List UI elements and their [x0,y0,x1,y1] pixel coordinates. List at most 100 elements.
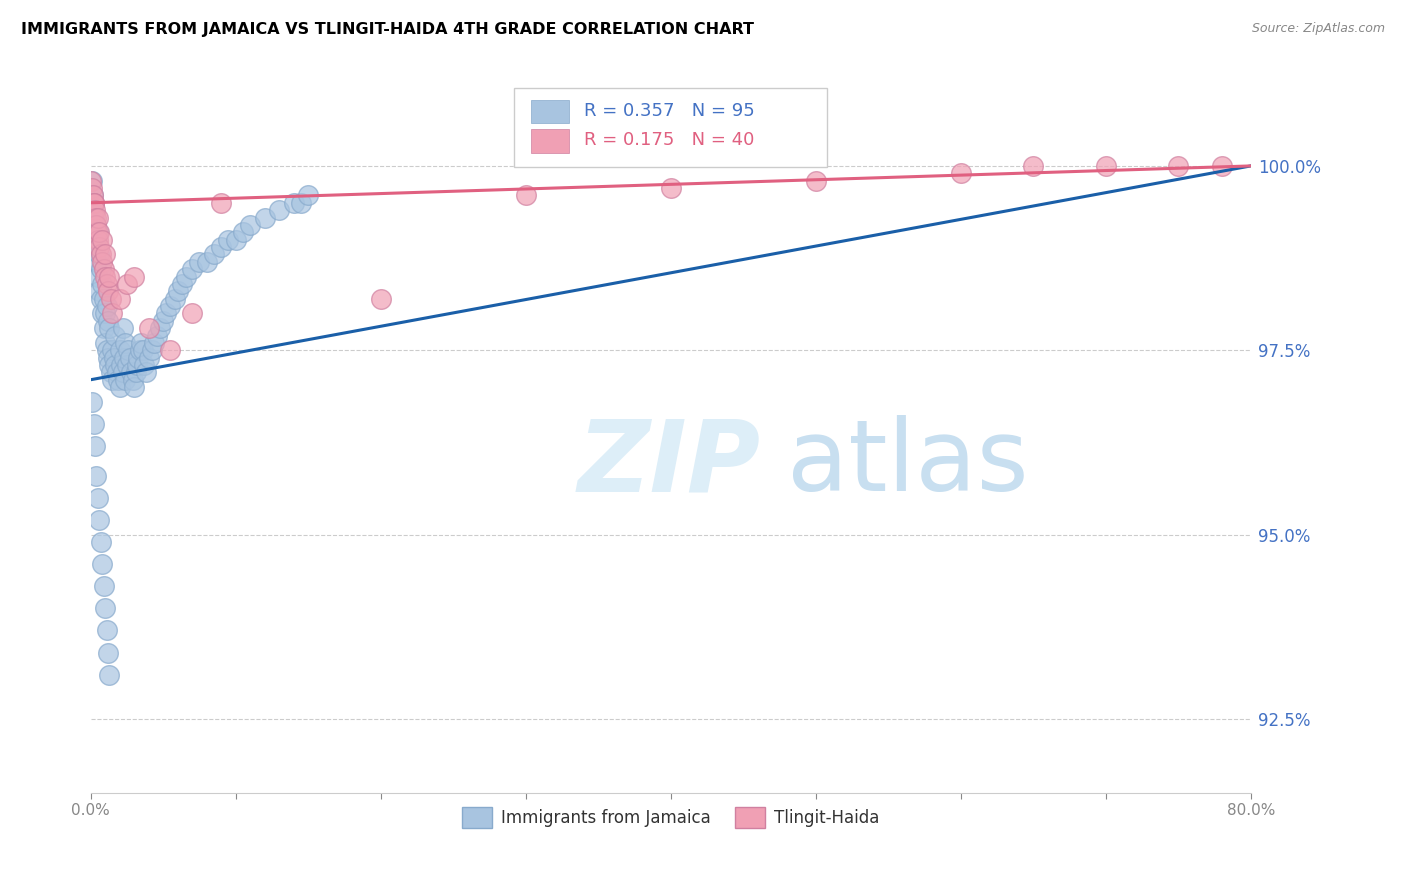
Point [149,321,172,335]
Point [114,335,136,350]
Point [108,380,131,394]
Point [111,365,134,379]
Point [90,247,112,261]
Point [84,218,107,232]
Point [84,439,107,453]
Point [269,203,291,218]
Point [91,557,114,571]
Point [104,358,127,372]
Point [111,321,134,335]
Point [122,269,145,284]
Point [1022,159,1045,173]
Point [84,211,107,225]
Point [80,395,103,409]
Point [1167,159,1189,173]
Point [195,254,218,268]
Point [121,373,143,387]
Point [98,358,121,372]
Point [93,579,115,593]
Point [93,262,115,277]
Point [94,601,117,615]
Point [515,188,537,202]
FancyBboxPatch shape [531,129,568,153]
Legend: Immigrants from Jamaica, Tlingit-Haida: Immigrants from Jamaica, Tlingit-Haida [456,801,886,834]
Point [90,262,112,277]
Point [159,299,181,313]
Point [87,491,110,505]
Point [86,225,108,239]
Point [98,269,121,284]
Point [176,269,198,284]
Point [96,343,118,358]
Point [83,417,105,431]
Point [217,233,239,247]
Point [127,351,149,365]
Text: R = 0.175   N = 40: R = 0.175 N = 40 [583,131,754,149]
Point [89,247,111,261]
Point [87,269,110,284]
Point [97,646,120,660]
Point [141,343,163,358]
Text: ZIP: ZIP [578,415,761,512]
Point [129,343,152,358]
Point [100,292,122,306]
Point [135,365,157,379]
Point [122,380,145,394]
Point [89,285,111,299]
Point [188,254,211,268]
Point [1211,159,1233,173]
Point [209,195,232,210]
Point [155,306,177,320]
Point [105,365,128,379]
Point [82,188,104,202]
Point [89,240,111,254]
Text: R = 0.357   N = 95: R = 0.357 N = 95 [583,102,755,120]
Point [86,240,108,254]
Point [97,285,120,299]
Point [118,351,141,365]
Point [86,218,108,232]
Point [91,277,114,291]
Point [108,292,131,306]
Point [131,335,153,350]
Point [96,299,118,313]
Point [80,174,103,188]
Point [202,247,225,261]
Point [159,343,181,358]
Point [115,277,138,291]
Point [94,269,117,284]
Point [83,211,105,225]
Point [232,225,254,239]
Point [138,321,160,335]
Point [115,358,138,372]
Point [132,343,155,358]
Point [104,328,127,343]
Point [94,247,117,261]
Point [91,306,114,320]
Point [97,351,120,365]
Point [370,292,392,306]
Point [93,321,115,335]
Point [101,373,124,387]
Point [225,233,247,247]
Point [659,181,682,195]
Point [239,218,262,232]
Point [100,365,122,379]
FancyBboxPatch shape [531,100,568,123]
Point [297,188,319,202]
Point [181,262,204,277]
Point [83,195,105,210]
Point [107,373,129,387]
Point [101,343,124,358]
Point [290,195,312,210]
Point [96,624,118,638]
Text: atlas: atlas [787,415,1028,512]
Point [98,667,121,681]
Point [146,328,169,343]
Point [80,174,103,188]
Point [138,351,160,365]
Point [90,292,112,306]
Point [152,314,174,328]
Point [87,225,110,239]
Point [93,292,115,306]
